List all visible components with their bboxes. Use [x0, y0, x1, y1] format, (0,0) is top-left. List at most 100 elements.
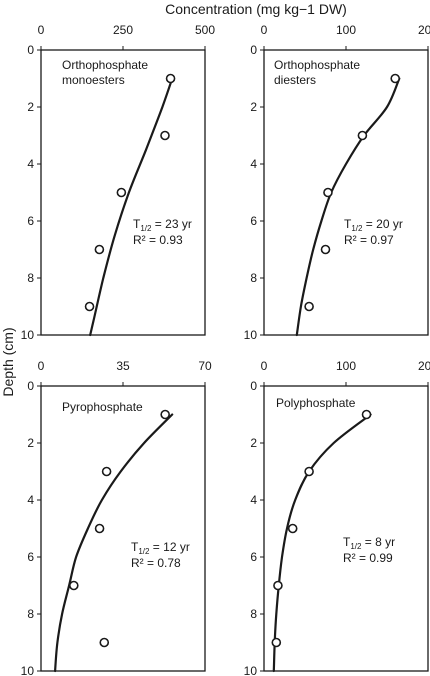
- data-point: [304, 301, 314, 312]
- panel-title-line: diesters: [274, 73, 316, 87]
- data-point: [287, 523, 298, 534]
- panel-title-line: Pyrophosphate: [62, 400, 143, 414]
- r-squared-label: R² = 0.78: [131, 556, 181, 570]
- x-tick-label: 250: [113, 23, 133, 37]
- y-tick-label: 6: [250, 214, 257, 228]
- y-axis-label: Depth (cm): [0, 327, 16, 396]
- half-life-value: = 12 yr: [149, 540, 189, 554]
- data-point: [361, 409, 372, 420]
- data-point: [320, 244, 331, 255]
- panel-title: Orthophosphate diesters: [274, 58, 360, 87]
- y-tick-label: 0: [250, 379, 257, 393]
- data-point: [160, 409, 170, 420]
- data-point: [165, 73, 176, 84]
- panel-title-line: Polyphosphate: [276, 396, 356, 410]
- panel-title: Polyphosphate: [276, 396, 356, 410]
- y-tick-label: 4: [250, 157, 257, 171]
- half-life-label: T1/2 = 12 yr: [131, 540, 190, 556]
- y-tick-label: 2: [27, 436, 34, 450]
- half-life-value: = 20 yr: [362, 217, 402, 231]
- half-life-label: T1/2 = 8 yr: [343, 535, 395, 551]
- r-squared-label: R² = 0.99: [343, 551, 393, 565]
- fit-curve: [54, 413, 174, 673]
- data-point: [273, 580, 283, 591]
- y-tick-label: 0: [27, 379, 34, 393]
- y-tick-label: 2: [250, 100, 257, 114]
- half-life-value: = 8 yr: [361, 535, 395, 549]
- fit-curve: [89, 77, 174, 337]
- x-tick-label: 100: [336, 23, 356, 37]
- x-tick-label: 100: [336, 359, 356, 373]
- data-point: [160, 130, 170, 141]
- half-life-subscript: 1/2: [351, 224, 363, 233]
- plot-frame: [263, 49, 429, 336]
- data-point: [116, 187, 127, 198]
- x-tick-label: 0: [38, 359, 45, 373]
- data-point: [94, 244, 105, 255]
- x-tick-label: 0: [38, 23, 45, 37]
- panel-title-line: Orthophosphate: [62, 58, 148, 72]
- r-squared-label: R² = 0.97: [344, 233, 394, 247]
- half-life-subscript: 1/2: [138, 547, 150, 556]
- half-life-symbol: T: [344, 217, 352, 231]
- plot-frame: [40, 385, 206, 672]
- x-tick-label: 200: [418, 23, 430, 37]
- data-point: [99, 637, 110, 648]
- data-point: [304, 466, 314, 477]
- y-tick-label: 8: [27, 607, 34, 621]
- data-point: [323, 187, 333, 198]
- data-point: [271, 637, 282, 648]
- y-tick-label: 4: [27, 157, 34, 171]
- y-tick-label: 2: [27, 100, 34, 114]
- half-life-label: T1/2 = 20 yr: [344, 217, 403, 233]
- data-point: [94, 523, 105, 534]
- half-life-symbol: T: [133, 217, 141, 231]
- panel-title: Pyrophosphate: [62, 400, 143, 414]
- fit-curve: [272, 413, 372, 673]
- y-tick-label: 10: [21, 328, 35, 342]
- data-point: [390, 73, 401, 84]
- data-point: [101, 466, 112, 477]
- x-tick-label: 200: [418, 359, 430, 373]
- half-life-symbol: T: [131, 540, 139, 554]
- half-life-label: T1/2 = 23 yr: [133, 217, 192, 233]
- data-point: [357, 130, 368, 141]
- panel-title-line: Orthophosphate: [274, 58, 360, 72]
- x-tick-label: 35: [116, 359, 130, 373]
- half-life-symbol: T: [343, 535, 351, 549]
- top-axis-label: Concentration (mg kg−1 DW): [165, 1, 347, 17]
- x-tick-label: 70: [198, 359, 212, 373]
- chart-panel-4: 01002000246810PolyphosphateT1/2 = 8 yrR²…: [244, 359, 430, 676]
- fit-curve: [295, 77, 401, 337]
- y-tick-label: 10: [244, 328, 258, 342]
- y-tick-label: 10: [21, 664, 35, 676]
- chart-panel-1: 0 250 500 0 2 4 6 8 10 Orthophosphate monoesters T1…: [21, 23, 216, 342]
- x-tick-label: 0: [261, 359, 268, 373]
- half-life-value: = 23 yr: [151, 217, 191, 231]
- y-tick-label: 8: [250, 271, 257, 285]
- y-tick-label: 4: [250, 493, 257, 507]
- x-tick-label: 0: [261, 23, 268, 37]
- panel-title-line: monoesters: [62, 73, 125, 87]
- y-tick-label: 0: [27, 43, 34, 57]
- panel-title: Orthophosphate monoesters: [62, 58, 148, 87]
- half-life-subscript: 1/2: [140, 224, 152, 233]
- x-tick-label: 500: [195, 23, 215, 37]
- y-tick-label: 2: [250, 436, 257, 450]
- y-tick-label: 8: [27, 271, 34, 285]
- y-tick-label: 6: [250, 550, 257, 564]
- y-tick-label: 6: [27, 550, 34, 564]
- y-tick-label: 6: [27, 214, 34, 228]
- y-tick-label: 0: [250, 43, 257, 57]
- y-tick-label: 8: [250, 607, 257, 621]
- y-tick-label: 4: [27, 493, 34, 507]
- y-tick-label: 10: [244, 664, 258, 676]
- data-point: [69, 580, 79, 591]
- r-squared-label: R² = 0.93: [133, 233, 183, 247]
- half-life-subscript: 1/2: [350, 542, 362, 551]
- data-point: [84, 301, 95, 312]
